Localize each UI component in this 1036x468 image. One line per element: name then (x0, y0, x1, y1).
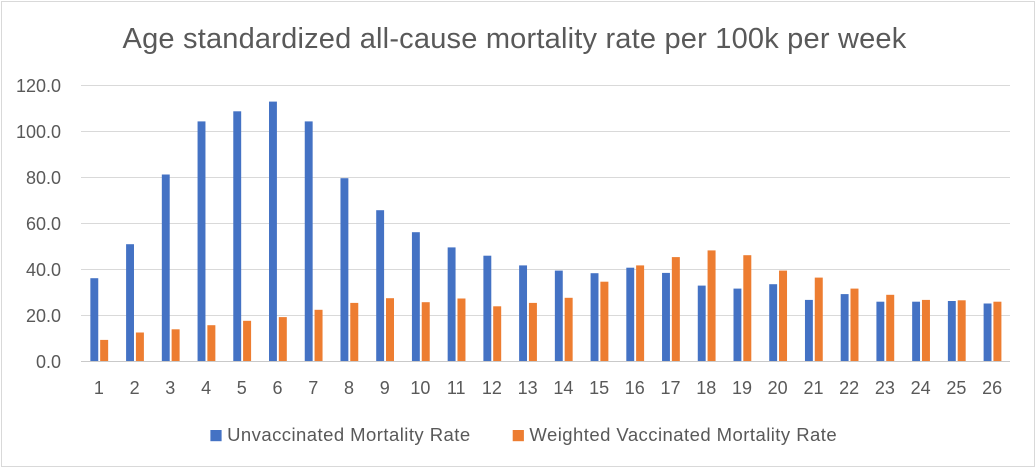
svg-text:25: 25 (946, 378, 966, 398)
svg-text:0.0: 0.0 (36, 352, 61, 372)
svg-text:10: 10 (410, 378, 430, 398)
svg-text:2: 2 (130, 378, 140, 398)
svg-text:26: 26 (982, 378, 1002, 398)
svg-text:19: 19 (732, 378, 752, 398)
svg-text:Unvaccinated Mortality Rate: Unvaccinated Mortality Rate (227, 424, 471, 445)
svg-text:14: 14 (553, 378, 573, 398)
svg-text:21: 21 (803, 378, 823, 398)
svg-text:12: 12 (482, 378, 502, 398)
svg-text:4: 4 (201, 378, 211, 398)
svg-text:Weighted Vaccinated Mortality: Weighted Vaccinated Mortality Rate (529, 424, 837, 445)
svg-text:3: 3 (165, 378, 175, 398)
svg-text:20: 20 (768, 378, 788, 398)
svg-text:9: 9 (380, 378, 390, 398)
svg-text:8: 8 (344, 378, 354, 398)
svg-text:17: 17 (660, 378, 680, 398)
svg-text:22: 22 (839, 378, 859, 398)
svg-text:11: 11 (447, 378, 466, 398)
svg-text:40.0: 40.0 (26, 260, 61, 280)
svg-text:13: 13 (518, 378, 538, 398)
svg-text:5: 5 (237, 378, 247, 398)
svg-text:15: 15 (589, 378, 609, 398)
svg-text:18: 18 (696, 378, 716, 398)
svg-text:80.0: 80.0 (26, 168, 61, 188)
svg-text:Age standardized all-cause mor: Age standardized all-cause mortality rat… (123, 23, 907, 55)
svg-text:7: 7 (308, 378, 318, 398)
svg-text:6: 6 (272, 378, 282, 398)
svg-text:120.0: 120.0 (16, 76, 61, 96)
svg-text:1: 1 (94, 378, 104, 398)
svg-text:23: 23 (875, 378, 895, 398)
svg-text:60.0: 60.0 (26, 214, 61, 234)
svg-text:100.0: 100.0 (16, 122, 61, 142)
svg-text:20.0: 20.0 (26, 306, 61, 326)
svg-text:24: 24 (911, 378, 931, 398)
svg-text:16: 16 (625, 378, 645, 398)
